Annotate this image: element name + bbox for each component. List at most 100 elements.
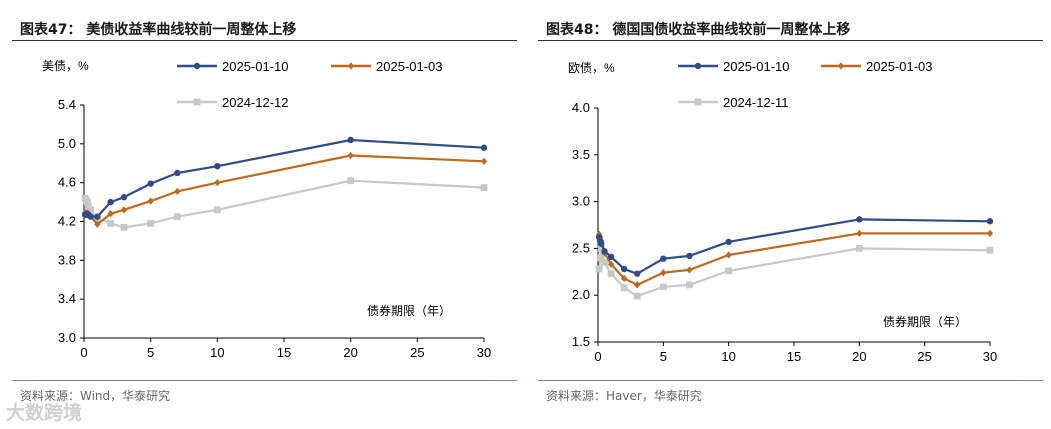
legend-label: 2025-01-10	[723, 59, 790, 74]
data-point	[213, 206, 221, 214]
x-tick-label: 10	[210, 345, 224, 360]
data-point	[147, 180, 154, 187]
source-note: 资料来源：Wind，华泰研究	[20, 389, 171, 403]
series-2025-01-10	[595, 216, 994, 277]
data-point	[856, 229, 863, 238]
data-point	[620, 265, 628, 273]
data-point	[607, 270, 615, 278]
legend-swatch-marker	[694, 98, 702, 106]
data-point	[147, 220, 155, 227]
series-line	[84, 154, 485, 226]
data-point	[347, 136, 354, 144]
data-point	[725, 251, 732, 259]
y-tick-label: 5.4	[58, 97, 76, 112]
data-point	[686, 281, 693, 289]
x-tick-label: 0	[594, 349, 601, 364]
chart-title: 图表48： 德国国债收益率曲线较前一周整体上移	[546, 22, 851, 38]
data-point	[214, 179, 221, 187]
legend-swatch-marker	[193, 62, 201, 70]
x-tick-label: 10	[721, 349, 735, 364]
data-point	[986, 229, 994, 238]
y-tick-label: 4.2	[58, 214, 76, 229]
legend-item: 2025-01-03	[331, 59, 443, 74]
data-point	[986, 218, 994, 225]
data-point	[83, 198, 91, 206]
x-tick-label: 30	[477, 345, 491, 360]
legend-label: 2024-12-12	[222, 95, 289, 110]
data-point	[659, 283, 667, 291]
series-2024-12-11	[595, 245, 994, 300]
data-point	[634, 270, 641, 277]
data-point	[986, 246, 994, 254]
x-axis-label: 债券期限（年）	[883, 314, 967, 329]
legend-item: 2025-01-10	[678, 59, 790, 74]
x-tick-label: 20	[852, 349, 866, 364]
y-tick-label: 3.8	[58, 252, 76, 267]
data-point	[607, 260, 615, 268]
data-point	[855, 245, 863, 252]
x-tick-label: 25	[410, 345, 424, 360]
data-point	[94, 213, 101, 220]
data-point	[686, 266, 693, 274]
y-tick-label: 5.0	[58, 136, 76, 151]
watermark-text: 大数跨境	[6, 402, 83, 424]
x-tick-label: 30	[983, 349, 997, 364]
data-point	[633, 292, 641, 300]
legend-swatch-marker	[193, 98, 201, 106]
y-axis-label: 欧债，%	[568, 61, 615, 75]
data-point	[174, 169, 181, 177]
series-2025-01-03	[81, 151, 488, 229]
data-point	[87, 213, 94, 220]
x-tick-label: 20	[343, 345, 357, 360]
title-divider	[538, 40, 1043, 41]
legend-swatch-marker	[837, 62, 845, 70]
series-2025-01-10	[81, 136, 488, 220]
y-tick-label: 3.4	[58, 291, 76, 306]
y-tick-label: 1.5	[572, 334, 590, 349]
data-point	[107, 210, 114, 218]
data-point	[85, 202, 92, 210]
x-tick-label: 5	[147, 345, 154, 360]
data-point	[347, 177, 355, 185]
data-point	[480, 144, 488, 151]
series-line	[598, 218, 991, 275]
data-point	[120, 206, 128, 214]
data-point	[147, 197, 154, 205]
legend-swatch-marker	[694, 62, 702, 70]
chart-panel-us-treasury: 图表47： 美债收益率曲线较前一周整体上移 3.0 3.4 3.8 4.2 4.6 5.0…	[12, 0, 517, 429]
data-point	[480, 157, 488, 165]
data-point	[107, 220, 115, 227]
data-point	[174, 187, 181, 196]
legend-item: 2024-12-11	[678, 95, 789, 110]
data-point	[107, 198, 114, 206]
data-point	[120, 223, 128, 231]
data-point	[660, 269, 667, 277]
data-point	[601, 248, 608, 255]
data-point	[725, 267, 733, 275]
y-tick-label: 4.6	[58, 175, 76, 190]
data-point	[595, 265, 603, 273]
y-tick-label: 4.0	[572, 100, 590, 115]
data-point	[725, 238, 732, 246]
data-point	[597, 245, 605, 252]
x-tick-label: 0	[80, 345, 87, 360]
legend-item: 2024-12-12	[177, 95, 289, 110]
data-point	[214, 162, 221, 170]
chart-title: 图表47： 美债收益率曲线较前一周整体上移	[20, 22, 297, 38]
chart-panel-german-bund: 图表48： 德国国债收益率曲线较前一周整体上移 1.5 2.0 2.5 3.0 3.5 4…	[538, 0, 1043, 429]
data-point	[120, 194, 128, 201]
data-point	[601, 259, 608, 266]
legend-label: 2025-01-03	[376, 59, 443, 74]
data-point	[596, 254, 604, 262]
title-divider	[12, 40, 517, 41]
data-point	[173, 213, 181, 221]
series-line	[85, 138, 485, 218]
source-note: 资料来源：Haver，华泰研究	[546, 389, 702, 403]
y-tick-label: 3.5	[572, 147, 590, 162]
data-point	[686, 252, 693, 260]
series-line	[598, 247, 991, 298]
data-point	[620, 284, 628, 292]
legend-label: 2025-01-03	[866, 59, 933, 74]
legend-label: 2025-01-10	[222, 59, 289, 74]
data-point	[94, 220, 101, 229]
